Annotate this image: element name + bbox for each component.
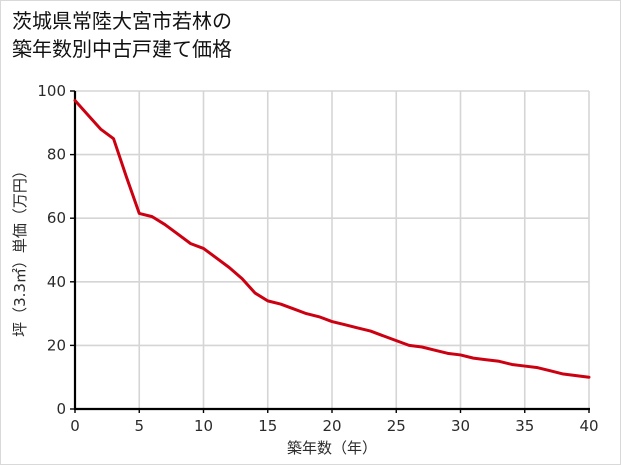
x-tick-label: 15: [258, 417, 277, 435]
x-tick-label: 10: [194, 417, 213, 435]
x-axis-title: 築年数（年）: [287, 439, 377, 457]
x-tick-label: 25: [387, 417, 406, 435]
x-tick-label: 40: [579, 417, 598, 435]
y-axis-title: 坪（3.3㎡）単価（万円）: [11, 163, 29, 337]
y-tick-label: 20: [47, 336, 66, 354]
x-tick-label: 35: [515, 417, 534, 435]
y-tick-label: 60: [47, 209, 66, 227]
x-tick-label: 30: [451, 417, 470, 435]
gridlines-group: [75, 90, 590, 409]
x-tick-label: 5: [134, 417, 144, 435]
x-tick-labels-group: 0 5 10 15 20 25 30 35 40: [70, 417, 598, 435]
y-tick-labels-group: 0 20 40 60 80 100: [37, 82, 66, 418]
y-tick-label: 100: [37, 82, 66, 100]
chart-title-line-2: 築年数別中古戸建て価格: [12, 37, 232, 61]
x-tick-label: 0: [70, 417, 80, 435]
price-line-series: [73, 99, 591, 379]
x-tick-label: 20: [322, 417, 341, 435]
y-tick-label: 40: [47, 273, 66, 291]
y-tick-label: 0: [56, 400, 66, 418]
y-tick-label: 80: [47, 146, 66, 164]
chart-title-line-1: 茨城県常陸大宮市若林の: [12, 9, 232, 33]
chart-title: 茨城県常陸大宮市若林の 築年数別中古戸建て価格: [12, 7, 572, 63]
